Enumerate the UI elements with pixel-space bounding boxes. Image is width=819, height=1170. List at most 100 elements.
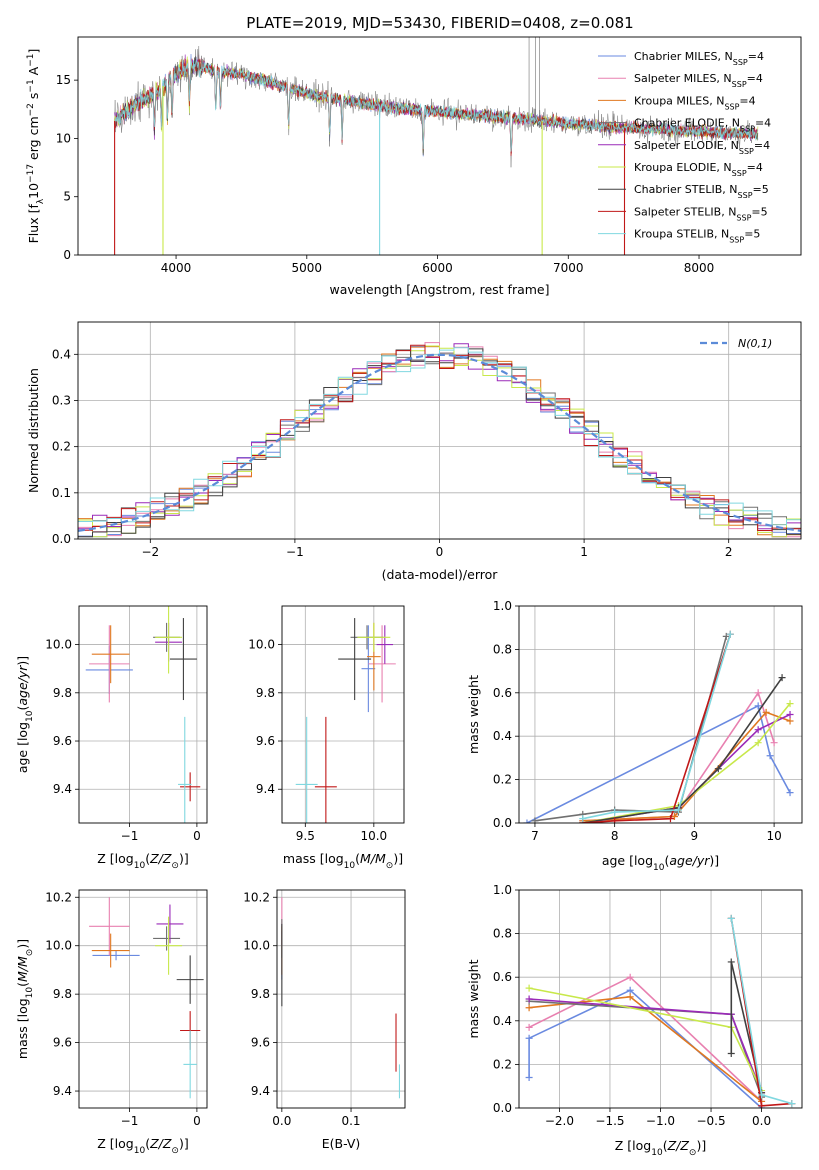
x-tick-label: 7000 (553, 261, 584, 275)
weight-marker-salpeter_stelib (666, 815, 674, 823)
y-tick-label: 10.2 (45, 890, 72, 904)
y-tick-label: 0.3 (52, 393, 71, 407)
y-tick-label: 10.0 (243, 939, 270, 953)
panel-weight_vs_age: 7 8 9 10 0.0 0.2 0.4 0.6 0.8 1.0 age [log10(age/yr… (466, 599, 803, 873)
x-tick-label: 7 (531, 829, 539, 843)
y-axis-label: Flux [fλ10−17 erg cm−2 s−1 A−1] (26, 49, 46, 244)
plot-background (519, 606, 802, 823)
x-tick-label: 6000 (422, 261, 453, 275)
weight-line-chabrier_miles (526, 704, 791, 823)
y-axis-label: Normed distribution (26, 368, 41, 493)
y-tick-label: 0.4 (493, 1014, 512, 1028)
gaussian-curve (78, 353, 801, 532)
plot-area (79, 890, 207, 1108)
weight-marker-chabrier_miles (766, 752, 774, 760)
x-axis-label: wavelength [Angstrom, rest frame] (329, 282, 549, 297)
y-tick-label: 9.4 (53, 1084, 72, 1098)
x-tick-label: 9 (691, 829, 699, 843)
legend-entry-salpeter_elodie: Salpeter ELODIE, NSSP=4 (634, 139, 770, 156)
weight-line-kroupa_stelib (582, 633, 732, 820)
plot-area (277, 890, 405, 1108)
weight-marker-kroupa_elodie (754, 739, 762, 747)
y-tick-label: 9.6 (256, 734, 275, 748)
panel-mass_vs_ebv: 0.0 0.1 9.4 9.6 9.8 10.0 10.2 E(B-V) (243, 889, 406, 1151)
x-tick-label: 1 (580, 545, 588, 559)
x-tick-label: −1 (121, 1114, 139, 1128)
legend-entry-gauss: N(0,1) (738, 337, 772, 350)
weight-marker-salpeter_miles (626, 973, 634, 981)
x-tick-label: −1.5 (595, 1114, 624, 1128)
plot-background (282, 606, 404, 823)
weight-marker-kroupa_miles (626, 993, 634, 1001)
y-tick-label: 9.8 (53, 686, 72, 700)
x-tick-label: 0.1 (341, 1114, 360, 1128)
weight-marker-kroupa_elodie (525, 984, 533, 992)
x-tick-label: 0 (193, 1114, 201, 1128)
plot-frame (518, 889, 803, 1109)
y-tick-label: 9.6 (251, 1036, 270, 1050)
weight-marker-kroupa_elodie (786, 700, 794, 708)
panel-weight_vs_z: −2.0 −1.5 −1.0 −0.5 0.0 0.0 0.2 0.4 0.6 0.8 1.0 Z [… (466, 883, 803, 1158)
weight-marker-chabrier_stelib (727, 958, 735, 966)
weight-marker-kroupa_miles (525, 1004, 533, 1012)
weight-marker-kroupa_stelib (788, 1100, 796, 1108)
y-tick-label: 1.0 (493, 599, 512, 613)
legend-entry-kroupa_stelib: Kroupa STELIB, NSSP=5 (634, 228, 760, 245)
weight-marker-chabrier_stelib (778, 674, 786, 682)
weight-marker-salpeter_miles (754, 689, 762, 697)
y-tick-label: 0.2 (493, 773, 512, 787)
y-tick-label: 0.0 (52, 532, 71, 546)
x-axis-label: mass [log10(M/M⊙)] (283, 851, 403, 871)
weight-marker-kroupa_miles (670, 812, 678, 820)
weight-marker-chabrier_miles (525, 1034, 533, 1042)
x-axis-label: E(B-V) (322, 1136, 361, 1151)
y-tick-label: 15 (56, 73, 71, 87)
weight-marker-salpeter_elodie (525, 995, 533, 1003)
figure-title: PLATE=2019, MJD=53430, FIBERID=0408, z=0… (246, 14, 633, 32)
y-tick-label: 0.2 (52, 440, 71, 454)
weight-marker-chabrier_miles (523, 819, 531, 823)
weight-marker-chabrier_miles (754, 702, 762, 710)
weight-line-kroupa_miles (582, 711, 791, 822)
legend-entry-kroupa_miles: Kroupa MILES, NSSP=4 (634, 94, 756, 111)
y-axis-label: mass weight (466, 675, 481, 754)
y-tick-label: 9.4 (256, 782, 275, 796)
panel-residuals: −2 −1 0 1 2 0.0 0.1 0.2 0.3 0.4 N(0,1) (data-model)… (26, 321, 802, 582)
weight-marker-kroupa_stelib (727, 914, 735, 922)
y-tick-label: 9.4 (251, 1084, 270, 1098)
y-tick-label: 9.6 (53, 1036, 72, 1050)
weight-line-chabrier_stelib (582, 677, 783, 823)
weight-marker-kroupa_miles (762, 708, 770, 716)
y-axis-label: mass weight (466, 959, 481, 1038)
y-tick-label: 0.4 (52, 347, 71, 361)
y-tick-label: 0 (63, 248, 71, 262)
y-tick-label: 10.0 (45, 638, 72, 652)
y-tick-label: 0.8 (493, 642, 512, 656)
plot-frame (78, 605, 208, 824)
x-tick-label: −0.5 (696, 1114, 725, 1128)
weight-line-salpeter_stelib (582, 633, 732, 823)
plot-area (114, 37, 759, 255)
weight-marker-kroupa_stelib (579, 815, 587, 823)
panel-age_vs_z: −1 0 9.4 9.6 9.8 10.0 Z [log10(Z/Z⊙)] age [log1… (15, 605, 208, 871)
x-tick-label: 2 (725, 545, 733, 559)
plot-background (277, 890, 405, 1108)
y-tick-label: 10 (56, 131, 71, 145)
weight-marker-chabrier_stelib (727, 1050, 735, 1057)
x-tick-label: 0 (436, 545, 444, 559)
weight-marker-kroupa_stelib (758, 1091, 766, 1099)
weight-marker-salpeter_stelib (758, 1102, 766, 1108)
plot-area (519, 890, 802, 1108)
legend-entry-chabrier_elodie: Chabrier ELODIE, NSSP=4 (634, 117, 771, 134)
panel-age_vs_mass: 9.5 10.0 9.4 9.6 9.8 10.0 mass [log10(M/M⊙)] (248, 605, 405, 871)
weight-marker-salpeter_miles (525, 1023, 533, 1031)
x-tick-label: −1.0 (646, 1114, 675, 1128)
y-tick-label: 0.0 (493, 816, 512, 830)
weight-marker-chabrier_miles (626, 986, 634, 994)
x-tick-label: 8000 (684, 261, 715, 275)
y-tick-label: 10.2 (243, 890, 270, 904)
plot-area (78, 322, 801, 539)
y-tick-label: 0.8 (493, 927, 512, 941)
weight-marker-salpeter_miles (770, 739, 778, 747)
